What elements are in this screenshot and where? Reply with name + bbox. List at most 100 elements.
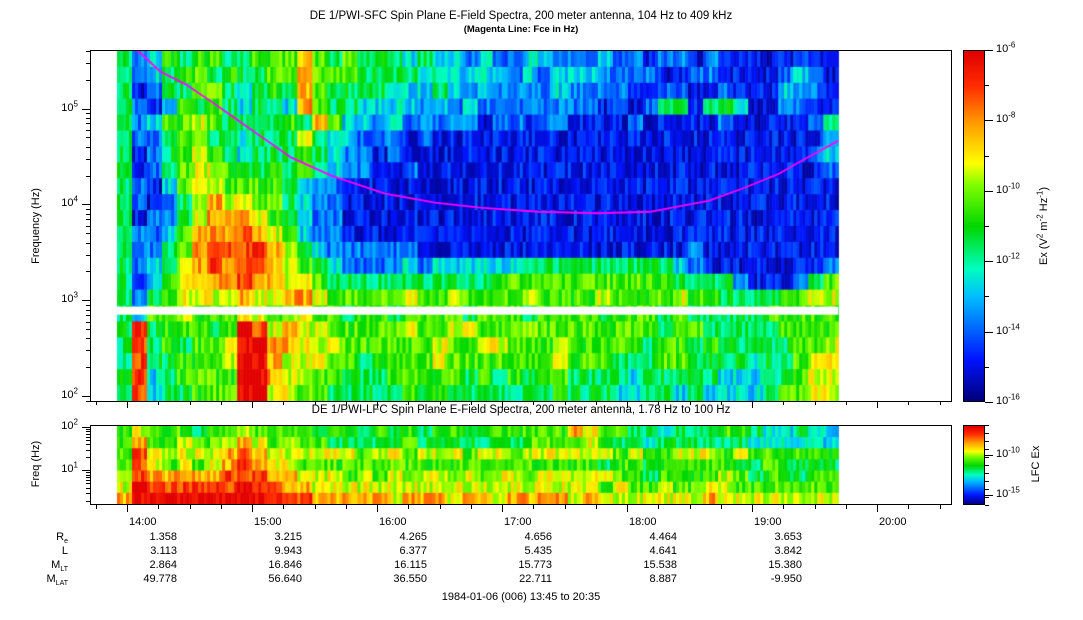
lfc-colorbar-minor-tick	[985, 425, 989, 426]
sfc-colorbar-tick-label: 10-12	[996, 251, 1020, 266]
sfc-yaxis-tick-label: 102	[61, 386, 78, 402]
sfc-colorbar-minor-tick	[985, 296, 989, 297]
sfc-time-axis-minor-tick	[190, 402, 191, 405]
date-range-caption: 1984-01-06 (006) 13:45 to 20:35	[441, 591, 601, 603]
sfc-title: DE 1/PWI-SFC Spin Plane E-Field Spectra,…	[309, 10, 733, 22]
ephemeris-value: 8.887	[649, 573, 677, 585]
sfc-yaxis-minor-tick	[86, 338, 90, 339]
lfc-colorbar-minor-tick	[985, 505, 989, 506]
sfc-yaxis-major-tick	[82, 204, 90, 205]
lfc-yaxis-minor-tick	[86, 450, 90, 451]
lfc-colorbar-minor-tick	[985, 497, 989, 498]
lfc-yaxis-minor-tick	[86, 493, 90, 494]
sfc-yaxis-major-tick	[82, 300, 90, 301]
sfc-yaxis-minor-tick	[86, 118, 90, 119]
lfc-yaxis-minor-tick	[86, 501, 90, 502]
lfc-colorbar-minor-tick	[985, 457, 989, 458]
sfc-colorbar-tick-label: 10-10	[996, 181, 1020, 196]
lfc-yaxis-minor-tick	[86, 475, 90, 476]
sfc-yaxis-minor-tick	[86, 219, 90, 220]
lfc-yaxis-minor-tick	[86, 477, 90, 478]
lfc-yaxis-major-tick	[82, 427, 90, 428]
sfc-yaxis-minor-tick	[86, 322, 90, 323]
lfc-colorbar-frame	[963, 425, 985, 505]
sfc-colorbar	[964, 51, 984, 401]
sfc-yaxis-minor-tick	[86, 159, 90, 160]
sfc-time-axis-minor-tick	[846, 402, 847, 405]
lfc-spectrogram-canvas	[91, 426, 951, 504]
sfc-yaxis-minor-tick	[86, 214, 90, 215]
lfc-yaxis-minor-tick	[86, 429, 90, 430]
lfc-time-axis-major-tick	[502, 505, 503, 512]
lfc-time-axis-minor-tick	[565, 505, 566, 509]
ephemeris-value: 4.656	[524, 531, 552, 543]
ephemeris-value: 3.653	[774, 531, 802, 543]
ephemeris-value: 16.846	[268, 559, 302, 571]
sfc-plot-frame	[90, 50, 952, 402]
sfc-yaxis-minor-tick	[86, 113, 90, 114]
lfc-time-axis-minor-tick	[815, 505, 816, 509]
lfc-colorbar-minor-tick	[985, 441, 989, 442]
sfc-yaxis-tick-label: 103	[61, 290, 78, 306]
lfc-time-axis-minor-tick	[690, 505, 691, 509]
time-tick-label: 14:00	[129, 516, 157, 528]
lfc-yaxis-minor-tick	[86, 472, 90, 473]
ephemeris-value: 4.265	[399, 531, 427, 543]
ephemeris-row-label: Re	[56, 531, 68, 546]
time-tick-label: 19:00	[754, 516, 782, 528]
lfc-time-axis-major-tick	[752, 505, 753, 512]
time-tick-label: 18:00	[629, 516, 657, 528]
sfc-colorbar-tick-label: 10-16	[996, 392, 1020, 407]
sfc-yaxis-major-tick	[82, 109, 90, 110]
sfc-yaxis-minor-tick	[86, 255, 90, 256]
sfc-time-axis-major-tick	[377, 402, 378, 408]
sfc-yaxis-minor-tick	[86, 329, 90, 330]
ephemeris-value: 15.773	[518, 559, 552, 571]
sfc-time-axis-minor-tick	[346, 402, 347, 405]
ephemeris-value: 3.842	[774, 545, 802, 557]
ephemeris-value: 5.435	[524, 545, 552, 557]
sfc-yaxis-minor-tick	[86, 243, 90, 244]
sfc-spectrogram-canvas	[91, 51, 951, 401]
sfc-colorbar-major-tick	[985, 120, 993, 121]
lfc-colorbar-tick-label: 10-15	[996, 485, 1020, 500]
lfc-time-axis-minor-tick	[96, 505, 97, 509]
sfc-time-axis-major-tick	[127, 402, 128, 408]
sfc-time-axis-minor-tick	[783, 402, 784, 405]
lfc-time-axis-minor-tick	[721, 505, 722, 509]
sfc-yaxis-minor-tick	[86, 233, 90, 234]
ephemeris-value: 2.864	[149, 559, 177, 571]
sfc-time-axis-major-tick	[627, 402, 628, 408]
sfc-yaxis-minor-tick	[86, 315, 90, 316]
sfc-time-axis-minor-tick	[315, 402, 316, 405]
lfc-yaxis-tick-label: 102	[61, 417, 78, 433]
sfc-yaxis-minor-tick	[86, 209, 90, 210]
ephemeris-row-label: L	[61, 545, 68, 557]
lfc-colorbar-label: LFC Ex	[1030, 445, 1042, 483]
sfc-colorbar-tick-label: 10-8	[996, 110, 1016, 125]
lfc-time-axis-minor-tick	[533, 505, 534, 509]
sfc-colorbar-minor-tick	[985, 226, 989, 227]
sfc-colorbar-tick-label: 10-14	[996, 322, 1020, 337]
sfc-time-axis-minor-tick	[283, 402, 284, 405]
lfc-time-axis-minor-tick	[408, 505, 409, 509]
ephemeris-value: 4.464	[649, 531, 677, 543]
sfc-colorbar-major-tick	[985, 261, 993, 262]
lfc-yaxis-minor-tick	[86, 431, 90, 432]
sfc-time-axis-major-tick	[252, 402, 253, 408]
lfc-yaxis-minor-tick	[86, 440, 90, 441]
lfc-colorbar	[964, 426, 984, 504]
lfc-time-axis-major-tick	[877, 505, 878, 512]
sfc-time-axis-major-tick	[752, 402, 753, 408]
sfc-yaxis-minor-tick	[86, 123, 90, 124]
sfc-time-axis-minor-tick	[721, 402, 722, 405]
lfc-yaxis-major-tick	[82, 470, 90, 471]
sfc-time-axis-minor-tick	[940, 402, 941, 405]
time-tick-label: 20:00	[879, 516, 907, 528]
sfc-yaxis-minor-tick	[86, 130, 90, 131]
sfc-time-axis-minor-tick	[221, 402, 222, 405]
lfc-time-axis-minor-tick	[658, 505, 659, 509]
sfc-time-axis-minor-tick	[908, 402, 909, 405]
sfc-yaxis-minor-tick	[86, 350, 90, 351]
ephemeris-row-label: MLAT	[46, 573, 69, 588]
